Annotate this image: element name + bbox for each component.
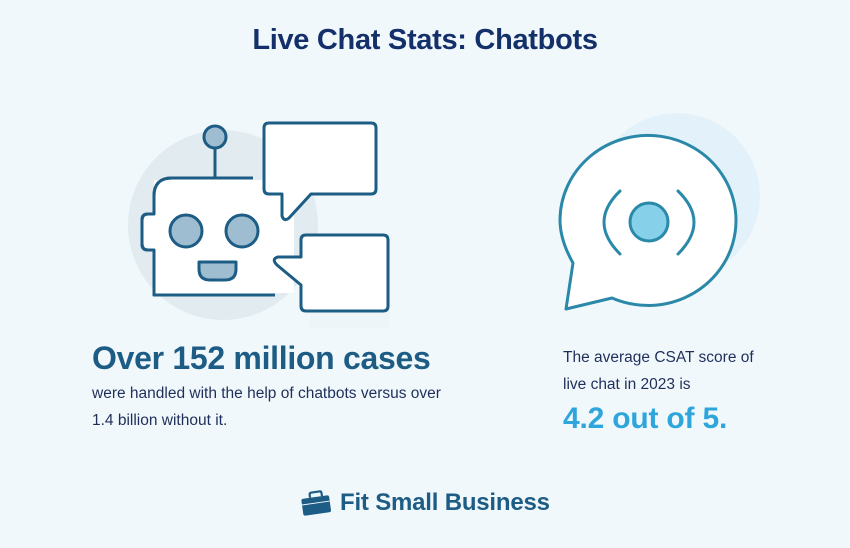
right-stat: The average CSAT score of live chat in 2… <box>563 344 763 436</box>
robot-chat-icon <box>128 121 390 328</box>
page-title: Live Chat Stats: Chatbots <box>252 24 598 56</box>
left-stat: Over 152 million cases were handled with… <box>92 338 452 434</box>
briefcase-icon <box>301 490 331 516</box>
right-stat-value: 4.2 out of 5. <box>563 402 728 435</box>
left-stat-headline: Over 152 million cases <box>92 340 431 376</box>
robot-chat-illustration <box>120 110 400 340</box>
brand-name: Fit Small Business <box>340 489 550 516</box>
live-chat-signal-icon <box>558 113 760 311</box>
right-stat-body: The average CSAT score of live chat in 2… <box>563 349 754 393</box>
left-stat-body: were handled with the help of chatbots v… <box>92 385 441 429</box>
live-chat-illustration <box>540 110 780 320</box>
brand-logo: Fit Small Business <box>300 489 550 517</box>
